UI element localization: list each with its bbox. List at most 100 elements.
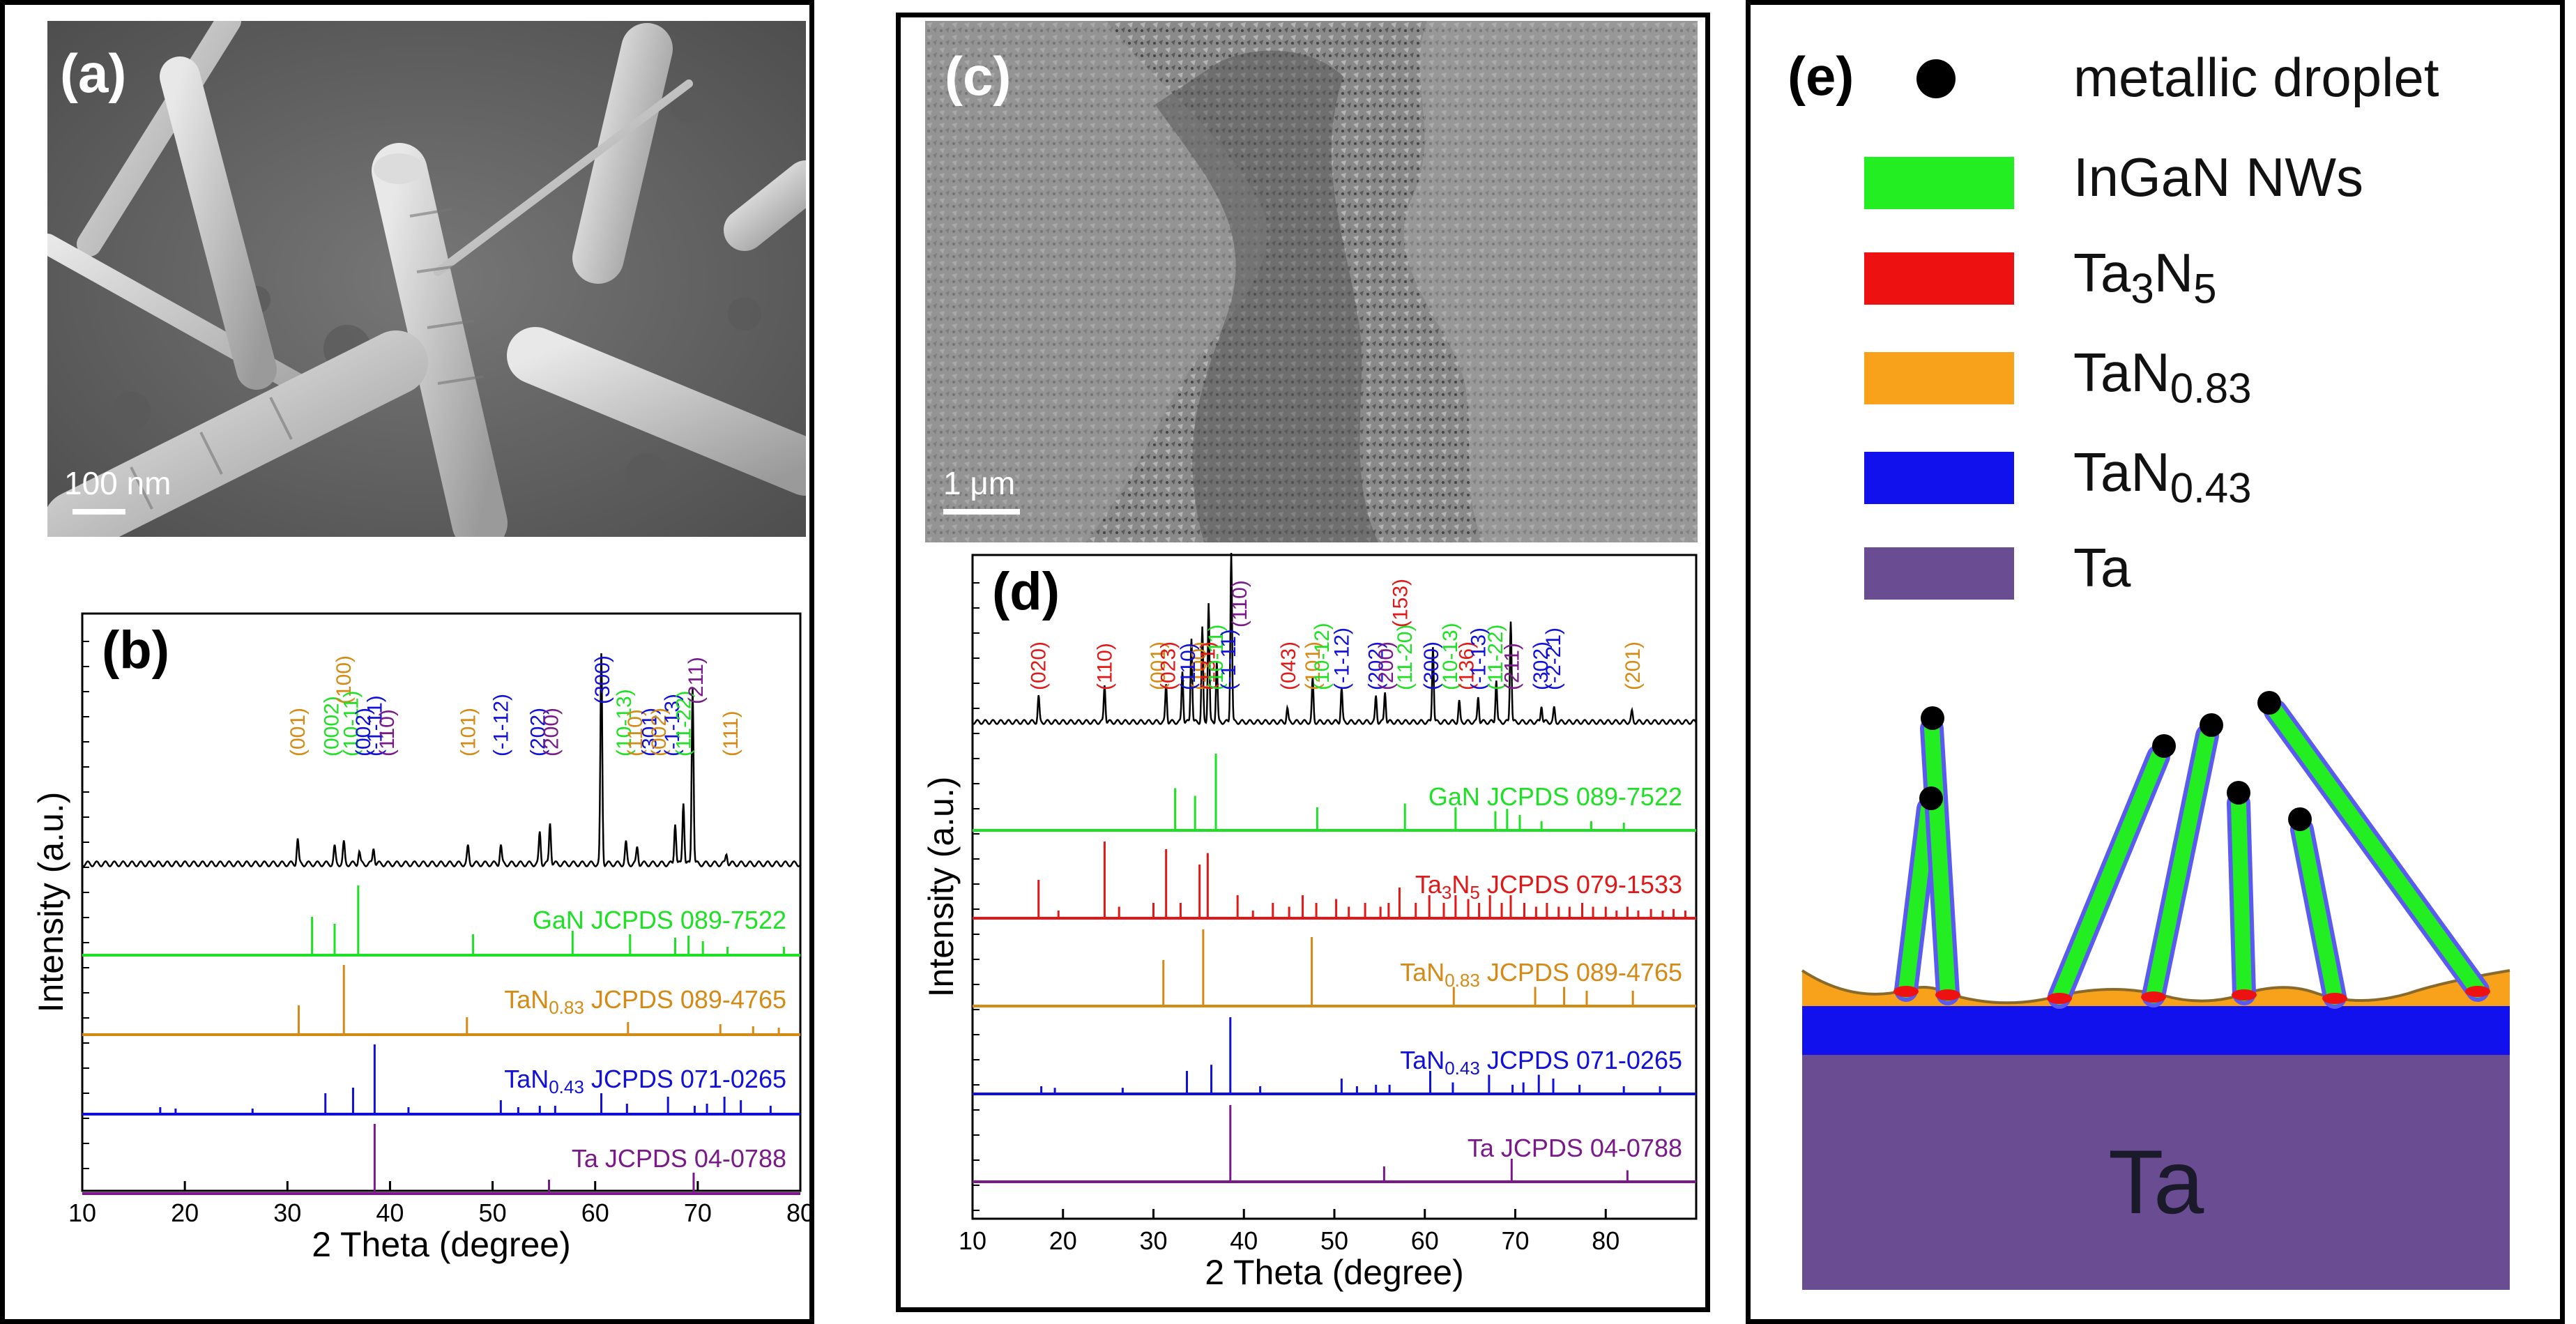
- nanowire-5: [2227, 791, 2256, 1005]
- schematic-ta-substrate: [1802, 1055, 2510, 1290]
- peak-label: (020): [1028, 641, 1051, 690]
- legend-swatch-ta3n5: [1864, 252, 2014, 305]
- reference-text-rest: JCPDS 071-0265: [584, 1065, 786, 1093]
- legend-swatch-ta: [1864, 547, 2014, 600]
- xrd-pattern-line: [972, 552, 1698, 725]
- peak-label: (111): [719, 710, 742, 756]
- x-tick-label: 20: [171, 1199, 199, 1227]
- reference-text-rest: JCPDS 071-0265: [1480, 1046, 1682, 1074]
- reference-label: TaN0.83 JCPDS 089-4765: [1400, 958, 1682, 991]
- subscript: 0.83: [549, 997, 584, 1018]
- scale-bar-text-a: 100 nm: [64, 465, 172, 501]
- x-axis-label: 2 Theta (degree): [312, 1225, 571, 1264]
- x-tick-label: 80: [786, 1199, 814, 1227]
- peak-label: (110): [1228, 580, 1251, 627]
- legend-text-ta3n5: Ta3N5: [2073, 245, 2216, 310]
- peak-label: (10-11): [1205, 625, 1228, 690]
- schematic-droplets: [1919, 691, 2312, 831]
- peak-label: (211): [685, 657, 708, 704]
- legend-droplet-icon: [1916, 59, 1956, 98]
- subscript: 3: [1442, 882, 1451, 903]
- peak-label: (200): [540, 708, 563, 756]
- x-tick-label: 40: [1230, 1226, 1258, 1255]
- peak-label: (10-12): [1311, 623, 1334, 690]
- peak-label: (001): [287, 708, 310, 756]
- subscript: 0.43: [1445, 1058, 1480, 1079]
- reference-label: TaN0.43 JCPDS 071-0265: [504, 1065, 786, 1097]
- peak-label: (-2-21): [1542, 627, 1565, 690]
- formula-part: Ta: [1415, 870, 1442, 899]
- tan043-sub: 0.43: [2170, 464, 2252, 512]
- peak-label: (300): [591, 655, 614, 704]
- peak-label: (043): [1277, 641, 1300, 690]
- sem-image-a: (a) 100 nm: [47, 21, 806, 537]
- legend-swatch-tan083: [1864, 352, 2014, 404]
- reference-label: Ta3N5 JCPDS 079-1533: [1415, 870, 1682, 903]
- panel-label: (d): [992, 562, 1060, 621]
- peak-label: (202): [1365, 641, 1388, 690]
- plot-frame: [81, 612, 802, 1192]
- peak-label: (10-13): [1439, 623, 1462, 690]
- reference-label: GaN JCPDS 089-7522: [1428, 782, 1682, 811]
- x-tick-label: 70: [684, 1199, 712, 1227]
- schematic-substrate-label: Ta: [2108, 1131, 2204, 1233]
- x-tick-label: 80: [1592, 1226, 1619, 1255]
- x-tick-label: 10: [959, 1226, 986, 1255]
- reference-label: TaN0.83 JCPDS 089-4765: [504, 985, 786, 1018]
- panel-e: (e) metallic droplet InGaN NWs Ta3N5 TaN…: [1746, 0, 2565, 1324]
- reference-label: GaN JCPDS 089-7522: [533, 906, 786, 934]
- tan083-a: TaN: [2073, 342, 2170, 403]
- subscript: 0.43: [549, 1076, 584, 1097]
- x-tick-label: 60: [581, 1199, 609, 1227]
- peak-label: (131): [1196, 641, 1219, 690]
- peak-label: (023): [1157, 641, 1180, 690]
- reference-label: TaN0.43 JCPDS 071-0265: [1400, 1046, 1682, 1079]
- reference-label: Ta JCPDS 04-0788: [572, 1144, 786, 1173]
- nanowire-2: [1920, 717, 1960, 1005]
- legend-swatch-tan043: [1864, 452, 2014, 504]
- ta3n5-sub3: 3: [2131, 265, 2154, 312]
- nanowire-3: [2048, 745, 2170, 1009]
- peak-label: (201): [1622, 641, 1645, 690]
- panel-label: (b): [102, 621, 169, 680]
- reference-text-rest: JCPDS 079-1533: [1480, 870, 1682, 899]
- ta3n5-n: N: [2154, 242, 2194, 303]
- peak-label: (202): [526, 708, 549, 756]
- scale-bar-text-c: 1 μm: [943, 465, 1016, 501]
- formula-part: TaN: [1400, 958, 1445, 987]
- y-axis-label: Intensity (a.u.): [31, 792, 70, 1013]
- peak-label: (211): [1500, 643, 1523, 690]
- peak-label: (-1-13): [661, 694, 684, 756]
- reference-text-rest: JCPDS 089-4765: [1480, 958, 1682, 987]
- peak-label: (101): [457, 708, 480, 756]
- subscript: 5: [1470, 882, 1479, 903]
- legend-swatch-ingan: [1864, 157, 2014, 209]
- peak-label: (300): [1420, 641, 1443, 690]
- peak-label: (110): [1177, 643, 1200, 690]
- peak-label: (-1-11): [363, 695, 386, 756]
- schematic-tan043-layer: [1802, 1006, 2510, 1055]
- ta3n5-a: Ta: [2073, 242, 2131, 303]
- legend-text-ingan: InGaN NWs: [2073, 146, 2364, 208]
- sem-nanowires-drawing: [47, 21, 806, 537]
- x-tick-label: 50: [1320, 1226, 1348, 1255]
- peak-label: (301): [639, 708, 662, 756]
- legend-text-tan083: TaN0.83: [2073, 345, 2252, 410]
- peak-label: (0002): [321, 696, 344, 756]
- peak-label: (-1-11): [1217, 629, 1240, 690]
- peak-label: (002): [648, 708, 671, 756]
- x-tick-label: 30: [273, 1199, 301, 1227]
- schematic-nanowires: [1894, 699, 2490, 1009]
- x-tick-label: 30: [1139, 1226, 1167, 1255]
- reference-label: Ta JCPDS 04-0788: [1468, 1134, 1682, 1162]
- nanowire-7: [2264, 699, 2490, 1002]
- sem-film-drawing: [925, 21, 1698, 542]
- nanowire-4: [2142, 724, 2219, 1007]
- peak-label: (110): [1093, 643, 1116, 690]
- x-tick-label: 60: [1411, 1226, 1439, 1255]
- panel-label-e: (e): [1788, 45, 1854, 107]
- sem-image-c: (c) 1 μm: [925, 21, 1698, 542]
- peak-label: (110): [376, 709, 399, 756]
- formula-part: TaN: [504, 1065, 549, 1093]
- x-tick-label: 40: [376, 1199, 404, 1227]
